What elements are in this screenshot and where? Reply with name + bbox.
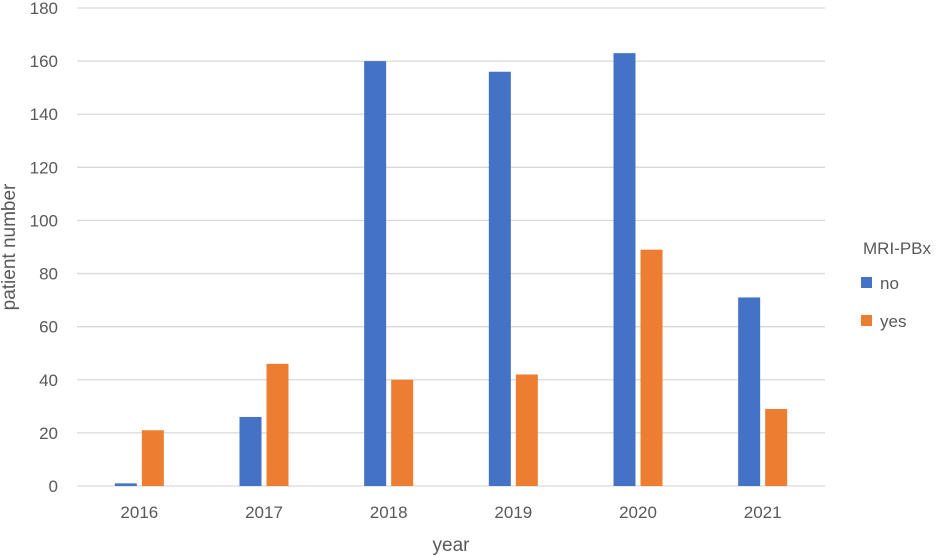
bar-no-2018 [364, 61, 387, 486]
bar-yes-2018 [391, 379, 414, 486]
x-tick-label: 2021 [744, 503, 782, 522]
legend-swatch-no [861, 277, 872, 288]
y-tick-label: 100 [30, 211, 58, 230]
bar-no-2019 [488, 71, 511, 486]
bar-no-2020 [613, 53, 636, 487]
bar-yes-2021 [765, 408, 788, 486]
x-tick-label: 2019 [494, 503, 532, 522]
y-tick-label: 140 [30, 105, 58, 124]
y-tick-label: 60 [39, 318, 58, 337]
legend: MRI-PBx no yes [861, 239, 932, 331]
y-axis-ticks: 0 20 40 60 80 100 120 140 160 180 [30, 0, 58, 496]
bars [114, 53, 788, 487]
y-tick-label: 160 [30, 52, 58, 71]
bar-yes-2019 [515, 374, 538, 486]
bar-no-2017 [239, 416, 262, 486]
legend-title: MRI-PBx [863, 239, 932, 258]
y-tick-label: 20 [39, 424, 58, 443]
y-tick-label: 120 [30, 158, 58, 177]
x-tick-label: 2017 [245, 503, 283, 522]
y-axis-title: patient number [0, 183, 20, 310]
bar-no-2021 [738, 297, 761, 486]
x-axis-title: year [433, 535, 471, 556]
y-tick-label: 180 [30, 0, 58, 18]
gridlines [77, 7, 825, 487]
x-axis-ticks: 2016 2017 2018 2019 2020 2021 [120, 503, 781, 522]
bar-yes-2016 [141, 430, 164, 486]
bar-no-2016 [114, 483, 137, 486]
bar-yes-2017 [266, 363, 289, 486]
bar-yes-2020 [640, 249, 663, 486]
legend-items: no yes [861, 274, 906, 331]
x-tick-label: 2016 [120, 503, 158, 522]
y-tick-label: 0 [49, 477, 58, 496]
legend-label-yes: yes [880, 312, 906, 331]
legend-label-no: no [880, 274, 899, 293]
y-tick-label: 40 [39, 371, 58, 390]
y-tick-label: 80 [39, 265, 58, 284]
x-tick-label: 2020 [619, 503, 657, 522]
legend-swatch-yes [861, 315, 872, 326]
x-tick-label: 2018 [370, 503, 408, 522]
